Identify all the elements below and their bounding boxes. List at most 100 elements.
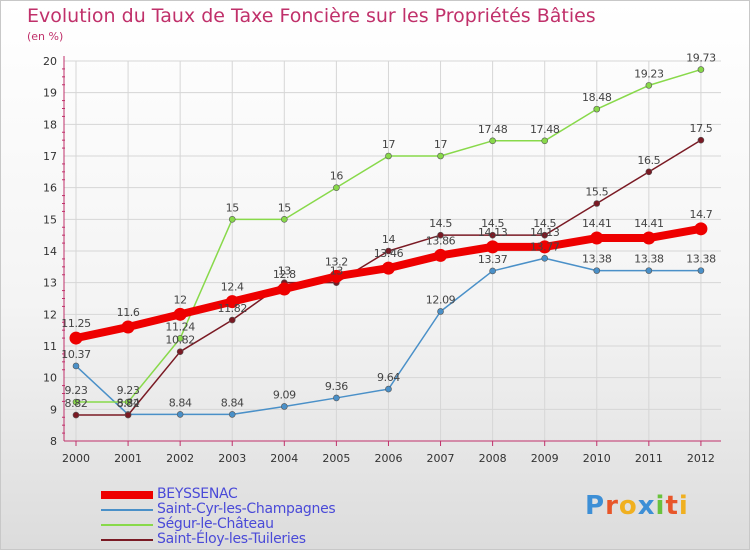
data-point-saint-cyr-les-champagnes [176, 411, 184, 418]
data-label-saint-cyr-les-champagnes: 10.37 [61, 348, 91, 361]
x-tick-label: 2009 [531, 452, 559, 465]
data-label-saint-eloy-les-tuileries: 17.5 [689, 122, 712, 135]
legend-swatch [101, 509, 153, 511]
data-label-segur-le-chateau: 19.23 [634, 67, 664, 80]
x-tick-label: 2012 [687, 452, 715, 465]
data-label-saint-cyr-les-champagnes: 8.84 [221, 396, 244, 409]
data-label-beyssenac: 12.4 [221, 281, 244, 294]
data-point-saint-eloy-les-tuileries [489, 231, 496, 239]
data-label-segur-le-chateau: 18.48 [582, 91, 612, 104]
data-point-segur-le-chateau [385, 152, 392, 160]
data-point-beyssenac [590, 231, 604, 245]
data-point-saint-cyr-les-champagnes [697, 267, 705, 274]
data-point-segur-le-chateau [489, 137, 496, 145]
logo-letter: r [605, 491, 619, 521]
y-tick-label: 8 [50, 435, 57, 448]
data-label-saint-eloy-les-tuileries: 13 [330, 265, 344, 278]
data-point-segur-le-chateau [593, 105, 601, 113]
data-label-segur-le-chateau: 17 [434, 138, 448, 151]
x-tick-label: 2008 [479, 452, 507, 465]
data-label-saint-eloy-les-tuileries: 15.5 [585, 186, 608, 199]
legend-swatch [101, 491, 153, 499]
chart-title: Evolution du Taux de Taxe Foncière sur l… [27, 5, 596, 27]
data-point-saint-cyr-les-champagnes [437, 308, 444, 315]
data-label-segur-le-chateau: 19.73 [686, 52, 716, 65]
y-tick-label: 9 [50, 403, 57, 416]
data-label-beyssenac: 14.13 [478, 226, 508, 239]
data-label-saint-eloy-les-tuileries: 14 [382, 233, 396, 246]
y-tick-label: 14 [43, 245, 57, 258]
y-tick-label: 19 [43, 87, 57, 100]
logo-letter: P [585, 491, 606, 521]
data-label-beyssenac: 13.2 [325, 255, 348, 268]
data-label-saint-cyr-les-champagnes: 8.84 [169, 396, 192, 409]
data-label-beyssenac: 12 [174, 293, 187, 306]
data-label-saint-eloy-les-tuileries: 8.82 [117, 397, 140, 410]
data-label-beyssenac: 13.86 [426, 234, 456, 247]
data-point-beyssenac [173, 307, 187, 321]
data-point-saint-eloy-les-tuileries [176, 348, 184, 356]
data-label-saint-eloy-les-tuileries: 14.5 [481, 217, 504, 230]
y-tick-label: 15 [43, 213, 57, 226]
data-point-beyssenac [694, 222, 708, 236]
data-point-segur-le-chateau [697, 66, 705, 73]
data-point-saint-cyr-les-champagnes [281, 403, 288, 410]
data-label-segur-le-chateau: 9.23 [65, 384, 88, 397]
logo-letter: i [678, 491, 689, 521]
data-label-segur-le-chateau: 9.23 [117, 384, 140, 397]
logo-letter: i [655, 491, 666, 521]
data-point-saint-eloy-les-tuileries [645, 168, 653, 176]
data-label-saint-eloy-les-tuileries: 13 [278, 265, 292, 278]
data-point-segur-le-chateau [645, 82, 653, 89]
y-tick-label: 17 [43, 150, 57, 163]
data-point-beyssenac [538, 240, 552, 254]
logo-letter: o [618, 491, 638, 521]
data-label-beyssenac: 14.13 [530, 226, 560, 239]
data-label-beyssenac: 11.6 [117, 306, 140, 319]
y-tick-label: 16 [43, 182, 57, 195]
data-label-beyssenac: 11.25 [61, 317, 91, 330]
data-point-saint-eloy-les-tuileries [541, 231, 548, 239]
data-point-segur-le-chateau [124, 398, 132, 406]
data-label-segur-le-chateau: 15 [278, 201, 292, 214]
data-point-segur-le-chateau [437, 152, 444, 160]
x-tick-label: 2003 [218, 452, 246, 465]
data-point-beyssenac [277, 282, 291, 296]
data-label-saint-eloy-les-tuileries: 10.82 [165, 334, 195, 347]
data-label-beyssenac: 12.8 [273, 268, 296, 281]
data-label-segur-le-chateau: 15 [226, 201, 240, 214]
data-label-saint-cyr-les-champagnes: 12.09 [426, 293, 456, 306]
data-point-beyssenac [121, 320, 135, 334]
y-tick-label: 11 [43, 340, 57, 353]
data-point-saint-cyr-les-champagnes [541, 254, 548, 262]
data-point-saint-eloy-les-tuileries [124, 411, 132, 419]
data-label-saint-cyr-les-champagnes: 8.84 [117, 396, 140, 409]
proxiti-logo: Proxiti [585, 491, 689, 521]
data-point-beyssenac [434, 248, 448, 262]
data-point-segur-le-chateau [228, 216, 236, 223]
x-tick-label: 2010 [583, 452, 611, 465]
data-label-saint-cyr-les-champagnes: 9.36 [325, 380, 348, 393]
data-point-segur-le-chateau [541, 137, 548, 145]
data-label-saint-cyr-les-champagnes: 9.09 [273, 388, 296, 401]
data-point-saint-cyr-les-champagnes [333, 394, 340, 402]
data-label-saint-cyr-les-champagnes: 13.38 [634, 253, 664, 266]
data-point-beyssenac [225, 295, 239, 309]
logo-letter: t [665, 491, 679, 521]
y-tick-label: 20 [43, 55, 57, 68]
legend-swatch [101, 524, 153, 526]
data-point-saint-eloy-les-tuileries [385, 247, 392, 255]
data-label-saint-cyr-les-champagnes: 9.64 [377, 371, 400, 384]
chart-unit: (en %) [27, 30, 64, 43]
data-point-beyssenac [329, 269, 343, 283]
legend-label: Ségur-le-Château [157, 516, 274, 532]
data-point-segur-le-chateau [333, 184, 340, 191]
data-point-saint-cyr-les-champagnes [489, 267, 496, 275]
legend-swatch [101, 539, 153, 541]
data-point-saint-eloy-les-tuileries [593, 200, 601, 207]
data-label-saint-eloy-les-tuileries: 11.82 [217, 302, 247, 315]
data-label-segur-le-chateau: 17.48 [530, 123, 560, 136]
data-point-segur-le-chateau [281, 216, 288, 223]
